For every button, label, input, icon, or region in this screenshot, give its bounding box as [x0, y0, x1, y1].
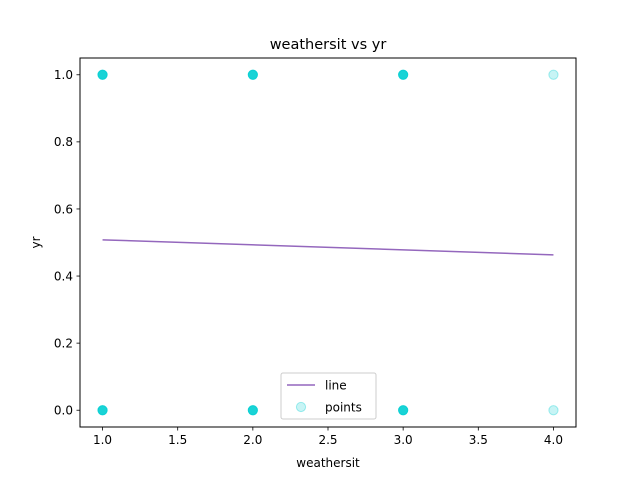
y-axis-label: yr — [29, 236, 43, 248]
x-tick-label: 2.5 — [318, 433, 337, 447]
scatter-point — [548, 405, 559, 416]
legend-points-swatch — [295, 401, 307, 413]
scatter-point — [247, 69, 258, 80]
y-tick-label: 0.2 — [54, 336, 73, 350]
scatter-point — [398, 405, 409, 416]
legend-label-points: points — [325, 401, 362, 415]
chart-title: weathersit vs yr — [270, 37, 387, 53]
x-tick-label: 2.0 — [243, 433, 262, 447]
legend-label-line: line — [325, 379, 347, 393]
x-tick-label: 3.0 — [394, 433, 413, 447]
y-tick-label: 0.0 — [54, 404, 73, 418]
scatter-point — [548, 69, 559, 80]
y-tick-label: 1.0 — [54, 68, 73, 82]
x-axis-label: weathersit — [296, 456, 360, 470]
x-tick-label: 3.5 — [469, 433, 488, 447]
y-tick-label: 0.4 — [54, 269, 73, 283]
line-layer — [102, 239, 554, 256]
points-layer — [97, 69, 559, 416]
regression-line — [102, 239, 554, 256]
x-tick-label: 1.5 — [168, 433, 187, 447]
scatter-point — [247, 405, 258, 416]
y-tick-label: 0.6 — [54, 202, 73, 216]
y-axis-ticks: 0.0 0.2 0.4 0.6 0.8 1.0 — [54, 68, 80, 418]
x-tick-label: 1.0 — [93, 433, 112, 447]
x-axis-ticks: 1.0 1.5 2.0 2.5 3.0 3.5 4.0 — [93, 427, 563, 447]
legend: line points — [280, 372, 377, 420]
x-tick-label: 4.0 — [544, 433, 563, 447]
scatter-point — [97, 69, 108, 80]
scatter-point — [97, 405, 108, 416]
scatter-point — [398, 69, 409, 80]
y-tick-label: 0.8 — [54, 135, 73, 149]
